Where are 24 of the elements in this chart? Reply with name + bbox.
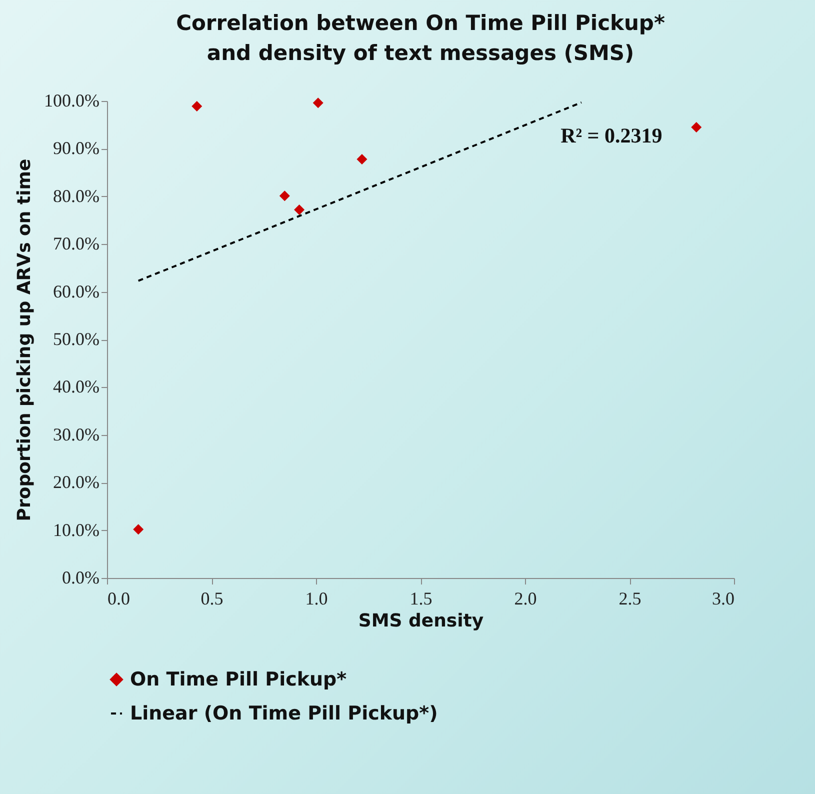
legend-label: On Time Pill Pickup*	[130, 668, 347, 690]
y-tick-label: 10.0%	[53, 520, 100, 540]
x-tick-label: 0.0	[108, 588, 130, 608]
y-tick-label: 30.0%	[53, 424, 100, 444]
y-axis-title: Proportion picking up ARVs on time	[14, 158, 36, 522]
y-tick-label: 100.0%	[44, 90, 100, 110]
y-tick-label: 70.0%	[53, 234, 100, 254]
x-tick-label: 3.0	[712, 588, 734, 608]
y-tick-label: 50.0%	[53, 329, 100, 349]
x-axis-title: SMS density	[358, 610, 484, 632]
x-tick-label: 1.0	[305, 588, 328, 608]
x-tick-label: 1.5	[410, 588, 432, 608]
y-tick-label: 40.0%	[53, 376, 100, 397]
x-tick-label: 2.0	[514, 588, 537, 608]
x-tick-label: 0.5	[200, 588, 224, 608]
y-tick-label: 20.0%	[53, 472, 100, 492]
legend-label: Linear (On Time Pill Pickup*)	[130, 702, 438, 724]
x-tick-label: 2.5	[618, 588, 642, 608]
annotation: R² = 0.2319	[560, 123, 662, 148]
y-tick-label: 80.0%	[53, 186, 100, 206]
y-tick-label: 60.0%	[53, 281, 100, 302]
y-tick-label: 0.0%	[62, 568, 100, 588]
y-tick-label: 90.0%	[53, 138, 100, 158]
chart-title: Correlation between On Time Pill Pickup* and density of text messages (SMS)	[176, 11, 665, 65]
